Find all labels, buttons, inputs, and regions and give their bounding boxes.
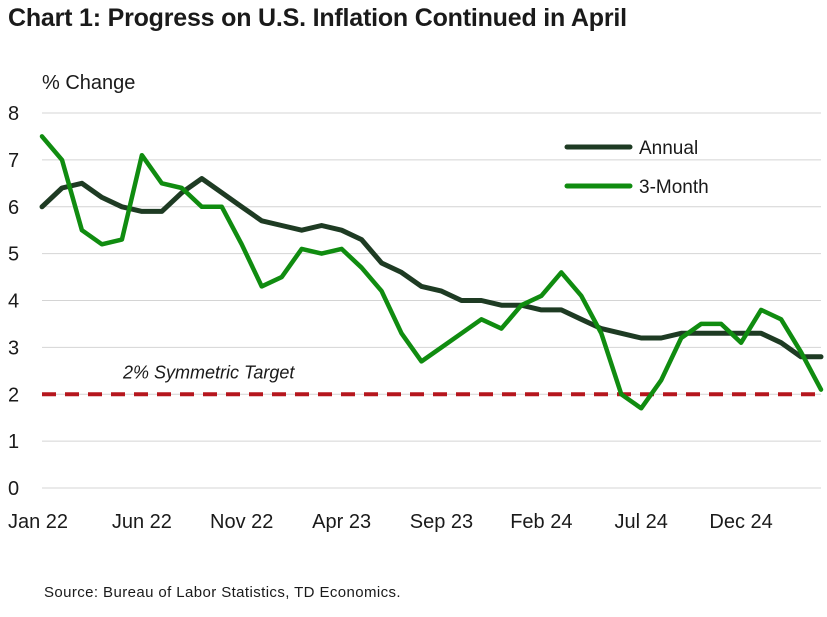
chart-title: Chart 1: Progress on U.S. Inflation Cont… (8, 4, 627, 32)
target-line-label: 2% Symmetric Target (122, 362, 295, 382)
y-tick-label: 7 (8, 150, 19, 172)
y-tick-label: 5 (8, 244, 19, 266)
target-line-group: 2% Symmetric Target (42, 362, 821, 397)
x-tick-label: Sep 23 (410, 511, 473, 533)
x-tick-label: Dec 24 (709, 511, 772, 533)
legend-label: 3-Month (639, 177, 709, 198)
series-line-3-month (39, 134, 824, 411)
y-tick-label: 0 (8, 478, 19, 500)
x-tick-label: Jan 22 (8, 511, 68, 533)
legend: Annual 3-Month (564, 138, 709, 198)
series-line-annual (39, 176, 824, 360)
y-tick-label: 4 (8, 291, 19, 313)
gridlines (42, 112, 821, 489)
series-lines (39, 134, 824, 411)
y-tick-label: 2 (8, 384, 19, 406)
x-tick-label: Jul 24 (615, 511, 668, 533)
y-tick-labels: 0 1 2 3 4 5 6 7 8 (8, 103, 19, 500)
inflation-line-chart: % Change 0 1 2 3 4 5 6 7 8 Jan 22 Jun 22 Nov 22 Apr… (8, 72, 824, 533)
y-tick-label: 3 (8, 337, 19, 359)
x-tick-label: Apr 23 (312, 511, 371, 533)
y-tick-label: 1 (8, 431, 19, 453)
legend-label: Annual (639, 138, 698, 159)
x-tick-label: Jun 22 (112, 511, 172, 533)
y-tick-label: 8 (8, 103, 19, 125)
source-note: Source: Bureau of Labor Statistics, TD E… (44, 584, 401, 601)
x-tick-label: Nov 22 (210, 511, 273, 533)
x-tick-label: Feb 24 (510, 511, 572, 533)
y-tick-label: 6 (8, 197, 19, 219)
x-tick-labels: Jan 22 Jun 22 Nov 22 Apr 23 Sep 23 Feb 24 Jul … (8, 511, 773, 533)
y-axis-label: % Change (42, 72, 135, 94)
